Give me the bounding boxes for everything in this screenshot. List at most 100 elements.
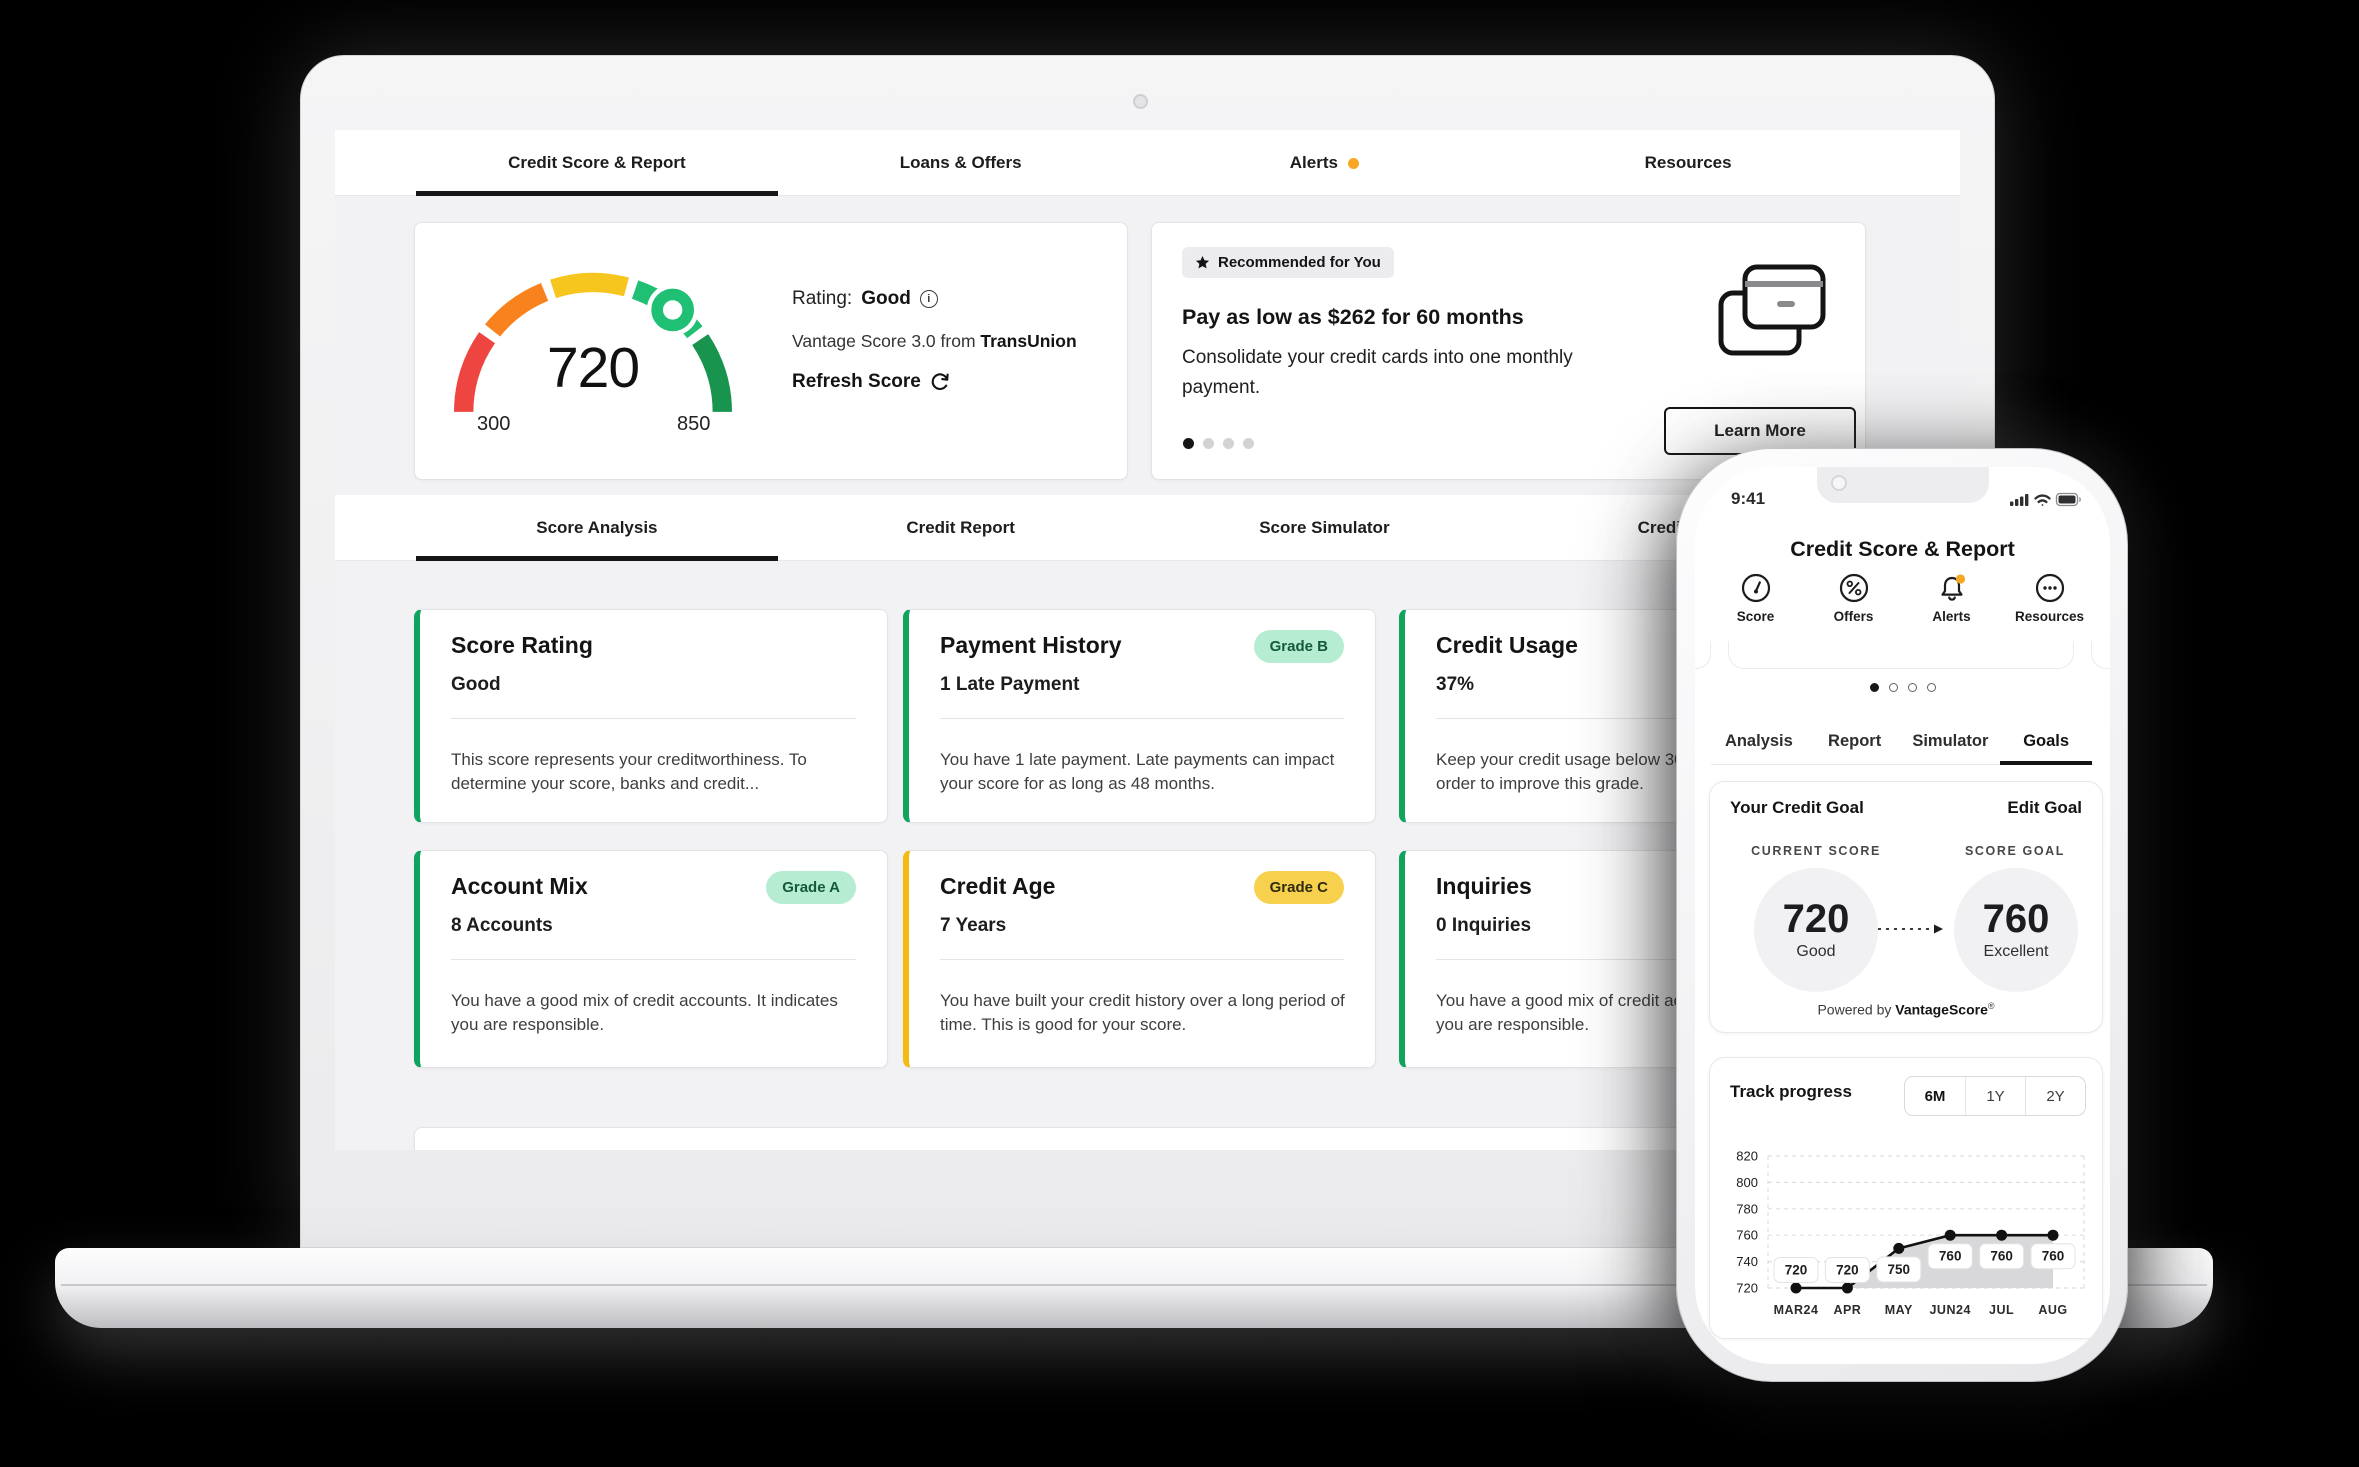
refresh-label: Refresh Score [792, 371, 921, 392]
webcam-icon [1133, 94, 1148, 109]
wifi-icon [2034, 494, 2051, 506]
powered-prefix: Powered by [1817, 1002, 1896, 1018]
star-icon [1195, 255, 1210, 269]
card-title: Credit Age [940, 873, 1056, 899]
phone-nav-alerts[interactable]: Alerts [1923, 571, 1981, 624]
carousel-dot[interactable] [1907, 683, 1917, 692]
status-icons [2010, 492, 2081, 507]
card-description: You have a good mix of credit accounts. … [451, 991, 838, 1034]
carousel-dot[interactable] [1223, 438, 1234, 449]
goal-card-title: Your Credit Goal [1730, 798, 1864, 817]
svg-text:AUG: AUG [2038, 1303, 2067, 1317]
dots-icon [2035, 573, 2064, 603]
credit-age-card: Credit Age Grade C 7 Years You have buil… [903, 850, 1376, 1068]
tab-label: Resources [1644, 153, 1732, 172]
track-progress-card: Track progress 6M 1Y 2Y 720 740 760 780 800 8… [1709, 1057, 2103, 1339]
carousel-card-edge [2091, 641, 2110, 669]
provider-name: TransUnion [980, 331, 1077, 351]
phone-section-tabs: Analysis Report Simulator Goals [1711, 719, 2094, 765]
range-6m-button[interactable]: 6M [1905, 1077, 1965, 1115]
phone-carousel-dots [1695, 683, 2110, 692]
learn-more-button[interactable]: Learn More [1664, 407, 1856, 455]
phone-notch [1816, 467, 1989, 503]
svg-text:760: 760 [1990, 1249, 2013, 1264]
gauge-icon [1741, 573, 1770, 603]
divider [451, 718, 856, 719]
current-score-label: CURRENT SCORE [1751, 844, 1881, 858]
tab-goals[interactable]: Goals [1998, 719, 2094, 765]
phone-nav-offers[interactable]: Offers [1825, 571, 1883, 624]
card-value: 8 Accounts [451, 915, 553, 936]
card-title: Payment History [940, 632, 1122, 658]
carousel-dot[interactable] [1243, 438, 1254, 449]
alert-notification-dot [1955, 574, 1965, 584]
learn-more-label: Learn More [1714, 421, 1806, 440]
card-title: Inquiries [1436, 873, 1532, 899]
svg-text:720: 720 [1836, 1263, 1859, 1278]
tab-label: Credit Report [906, 518, 1015, 537]
tab-credit-score-report[interactable]: Credit Score & Report [415, 130, 779, 196]
range-1y-button[interactable]: 1Y [1965, 1077, 2025, 1115]
top-nav: Credit Score & Report Loans & Offers Ale… [335, 130, 1960, 196]
carousel-dot[interactable] [1869, 683, 1879, 692]
svg-text:MAY: MAY [1885, 1303, 1913, 1317]
carousel-dot[interactable] [1183, 438, 1194, 449]
divider [940, 959, 1344, 960]
tab-score-analysis[interactable]: Score Analysis [415, 495, 779, 561]
tab-label: Analysis [1724, 732, 1793, 750]
carousel-card-edge [1695, 641, 1711, 669]
card-value: 1 Late Payment [940, 674, 1080, 695]
grade-badge: Grade A [766, 871, 856, 904]
tab-score-simulator[interactable]: Score Simulator [1143, 495, 1507, 561]
svg-text:APR: APR [1833, 1303, 1861, 1317]
range-2y-button[interactable]: 2Y [2025, 1077, 2085, 1115]
percent-icon [1839, 573, 1868, 603]
range-label: 1Y [1986, 1087, 2005, 1105]
tab-report[interactable]: Report [1807, 719, 1903, 764]
score-provider: Vantage Score 3.0 from TransUnion [792, 331, 1077, 352]
tab-alerts[interactable]: Alerts [1143, 130, 1507, 196]
tab-label: Alerts [1289, 153, 1338, 172]
current-score-circle: 720 Good [1754, 868, 1878, 992]
card-title: Score Rating [451, 632, 593, 658]
powered-by-label: Powered by VantageScore® [1710, 1001, 2102, 1018]
credit-score-card: 720 300 850 Rating: Good i Vantage Score… [414, 222, 1128, 480]
gauge-knob [651, 288, 694, 332]
tab-label: Loans & Offers [899, 153, 1022, 172]
grade-badge: Grade C [1253, 871, 1344, 904]
refresh-score-button[interactable]: Refresh Score [792, 371, 950, 393]
tab-label: Simulator [1912, 732, 1989, 750]
powered-brand: VantageScore [1895, 1002, 1988, 1018]
tab-simulator[interactable]: Simulator [1903, 719, 1999, 764]
score-rating-card: Score Rating Good This score represents … [414, 609, 888, 823]
recommended-offer-card: Recommended for You Pay as low as $262 f… [1151, 222, 1866, 480]
tab-loans-offers[interactable]: Loans & Offers [779, 130, 1143, 196]
tab-label: Score Simulator [1259, 518, 1390, 537]
alert-notification-dot [1347, 157, 1359, 169]
tab-label: Score Analysis [536, 518, 658, 537]
goal-score-circle: 760 Excellent [1954, 868, 2078, 992]
card-title: Account Mix [451, 873, 588, 899]
info-icon[interactable]: i [919, 290, 938, 308]
recommended-badge: Recommended for You [1182, 247, 1394, 278]
tab-analysis[interactable]: Analysis [1711, 719, 1807, 764]
carousel-dot[interactable] [1888, 683, 1898, 692]
provider-prefix: Vantage Score 3.0 from [792, 331, 981, 351]
divider [451, 959, 856, 960]
phone-nav-score[interactable]: Score [1727, 571, 1785, 624]
score-value: 720 [546, 336, 640, 400]
tab-credit-report[interactable]: Credit Report [779, 495, 1143, 561]
tab-resources[interactable]: Resources [1506, 130, 1870, 196]
phone-nav-resources[interactable]: Resources [2015, 571, 2084, 624]
phone-icon-nav: Score Offers Alerts [1695, 571, 2110, 624]
current-score-rating: Good [1796, 943, 1836, 960]
front-camera-icon [1830, 475, 1847, 491]
carousel-dot[interactable] [1203, 438, 1214, 449]
carousel-dot[interactable] [1926, 683, 1936, 692]
range-label: 6M [1924, 1087, 1946, 1105]
edit-goal-button[interactable]: Edit Goal [2007, 798, 2082, 817]
status-time: 9:41 [1731, 489, 1766, 508]
svg-text:740: 740 [1736, 1254, 1758, 1269]
card-description: You have built your credit history over … [940, 991, 1345, 1034]
tab-label: Goals [2023, 732, 2070, 750]
